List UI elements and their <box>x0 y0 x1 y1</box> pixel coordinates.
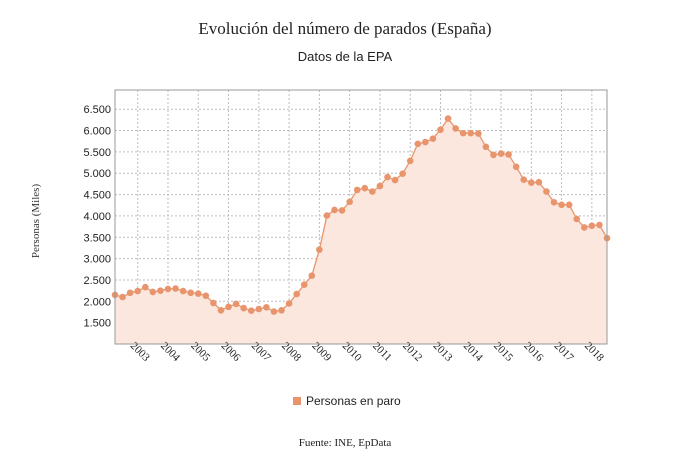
y-tick-label: 3.500 <box>83 232 111 244</box>
data-point <box>149 288 157 296</box>
data-point <box>467 129 475 137</box>
chart-subtitle: Datos de la EPA <box>298 49 393 64</box>
data-point <box>414 140 422 148</box>
data-point <box>376 182 384 190</box>
data-point <box>565 201 573 209</box>
data-point <box>512 163 520 171</box>
y-tick-label: 1.500 <box>83 318 111 330</box>
data-point <box>126 289 134 297</box>
data-point <box>316 246 323 253</box>
data-point <box>475 130 482 137</box>
data-point <box>240 304 247 312</box>
y-tick-label: 5.500 <box>83 147 111 159</box>
data-point <box>399 170 406 177</box>
y-tick-label: 2.500 <box>83 275 111 287</box>
data-point <box>528 179 535 186</box>
y-axis-label: Personas (Miles) <box>30 184 42 259</box>
data-point <box>300 281 308 288</box>
data-point <box>270 308 278 315</box>
data-point <box>157 287 164 294</box>
data-point <box>505 151 512 158</box>
data-point <box>520 176 528 183</box>
data-point <box>225 303 232 311</box>
data-point <box>437 126 444 133</box>
data-point <box>338 207 346 214</box>
data-point <box>141 283 149 291</box>
data-point <box>573 215 581 223</box>
data-point <box>202 292 210 300</box>
data-point <box>247 307 255 315</box>
y-tick-label: 4.500 <box>83 190 111 202</box>
data-point <box>369 188 376 195</box>
y-tick-label: 3.000 <box>83 254 111 266</box>
source-note: Fuente: INE, EpData <box>299 437 392 449</box>
data-point <box>323 212 331 219</box>
data-point <box>346 198 353 206</box>
legend-label: Personas en paro <box>306 394 401 408</box>
data-point <box>444 115 452 122</box>
legend: Personas en paro <box>293 394 401 408</box>
data-point <box>391 176 399 184</box>
series-area-fill <box>115 118 607 344</box>
y-tick-label: 2.000 <box>83 296 111 308</box>
data-point <box>255 305 263 313</box>
data-point <box>179 287 187 295</box>
data-point <box>422 138 429 146</box>
data-point <box>232 300 240 308</box>
data-point <box>452 125 459 132</box>
y-tick-label: 4.000 <box>83 211 111 223</box>
data-point <box>490 151 497 159</box>
data-point <box>459 129 467 137</box>
data-point <box>361 184 369 192</box>
data-point <box>210 299 217 307</box>
data-point <box>543 188 550 195</box>
legend-swatch <box>293 397 301 405</box>
data-point <box>558 201 565 209</box>
data-point <box>535 178 543 186</box>
data-point <box>331 206 338 214</box>
y-tick-label: 5.000 <box>83 168 111 180</box>
data-point <box>119 293 126 301</box>
chart-title: Evolución del número de parados (España) <box>198 19 491 38</box>
data-point <box>497 150 505 157</box>
data-point <box>164 285 172 293</box>
data-point <box>172 285 179 292</box>
data-point <box>429 135 437 142</box>
data-point <box>187 289 194 297</box>
data-point <box>588 222 596 230</box>
data-point <box>353 186 361 194</box>
data-point <box>596 221 603 229</box>
data-point <box>263 303 270 311</box>
y-tick-label: 6.000 <box>83 126 111 138</box>
data-point <box>194 290 202 297</box>
data-point <box>580 224 588 231</box>
data-point <box>285 300 293 307</box>
data-point <box>134 287 142 295</box>
data-point <box>278 306 285 314</box>
plot-frame <box>114 89 608 345</box>
data-point <box>406 157 414 165</box>
data-points <box>111 115 611 315</box>
data-point <box>308 272 316 280</box>
data-point <box>293 290 300 298</box>
data-point <box>217 306 225 314</box>
data-point <box>482 143 490 151</box>
y-tick-labels: 1.500 2.000 2.500 3.000 3.500 4.000 4.500 5.000… <box>83 104 111 329</box>
data-point <box>550 198 558 206</box>
y-tick-label: 6.500 <box>83 104 111 116</box>
data-point <box>384 173 391 181</box>
